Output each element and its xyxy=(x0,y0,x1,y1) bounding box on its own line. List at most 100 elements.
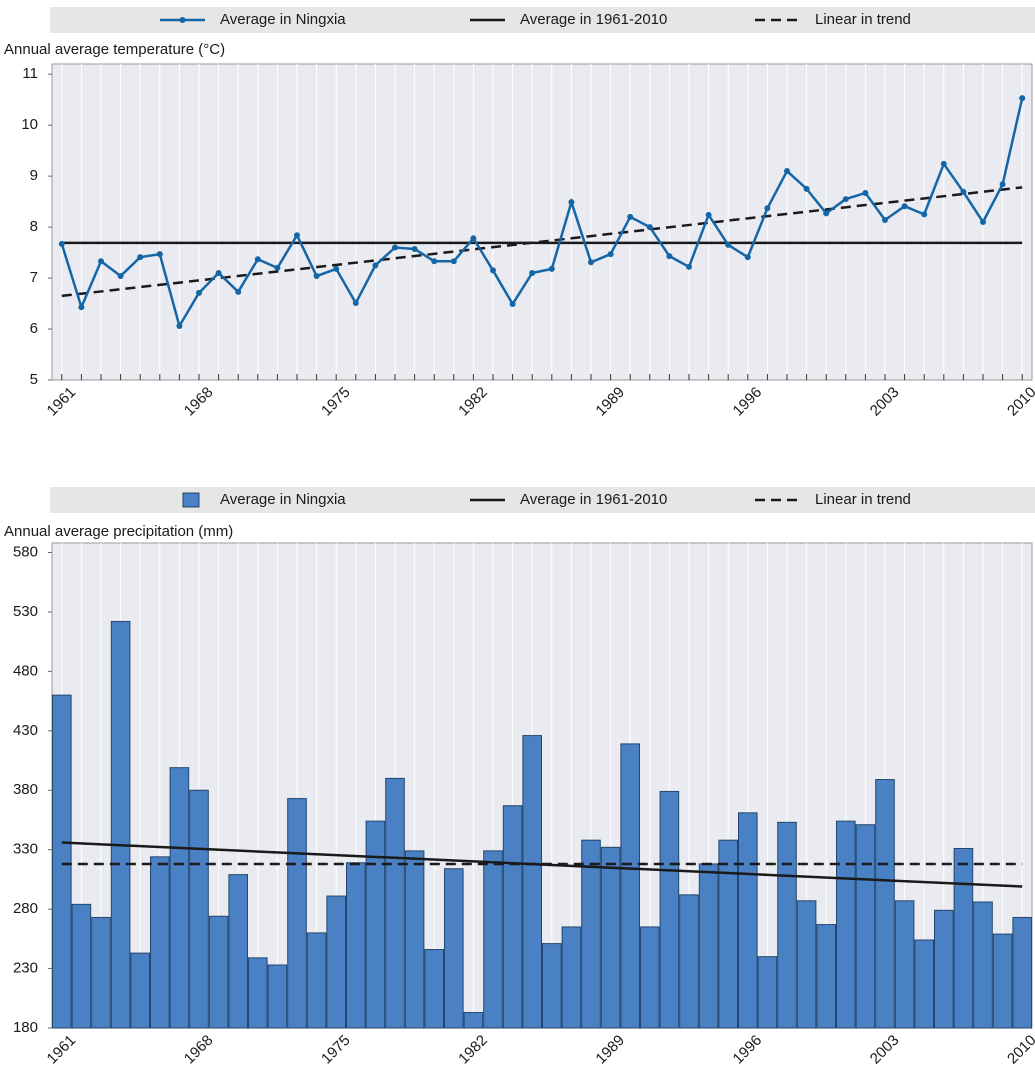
legend-label: Average in Ningxia xyxy=(220,11,346,28)
bar xyxy=(91,916,111,1029)
bar xyxy=(169,767,190,1029)
point xyxy=(294,232,300,239)
legend-strip xyxy=(50,487,1035,513)
y-tick-label: 6 xyxy=(30,320,38,337)
bar xyxy=(875,779,895,1029)
point xyxy=(431,258,438,265)
x-tick-label: 1975 xyxy=(318,1032,354,1068)
point xyxy=(823,210,830,217)
bar xyxy=(934,909,954,1029)
x-tick-label: 1982 xyxy=(455,384,491,420)
point xyxy=(882,216,888,223)
x-tick-label: 1961 xyxy=(44,384,80,420)
legend-strip xyxy=(50,7,1035,33)
y-axis-title: Annual average precipitation (mm) xyxy=(4,523,233,540)
x-tick-label: 1968 xyxy=(181,1032,217,1068)
point xyxy=(333,265,340,272)
bar xyxy=(463,1012,484,1029)
bar xyxy=(385,777,405,1029)
point xyxy=(529,269,536,276)
bar xyxy=(248,957,268,1029)
point xyxy=(392,244,398,251)
point xyxy=(490,267,496,274)
line xyxy=(60,97,1024,330)
point xyxy=(862,189,869,196)
bar xyxy=(365,820,386,1029)
y-axis-title: Annual average temperature (°C) xyxy=(4,41,225,58)
y-tick-label: 530 xyxy=(13,603,38,620)
point xyxy=(313,273,320,280)
point xyxy=(646,224,653,231)
bar xyxy=(757,956,778,1029)
point xyxy=(588,259,594,266)
point xyxy=(411,246,418,253)
bar xyxy=(71,903,92,1029)
bar xyxy=(561,926,582,1029)
bar xyxy=(267,964,288,1029)
y-tick-label: 280 xyxy=(13,900,38,917)
legend-label: Linear in trend xyxy=(815,11,911,28)
bar xyxy=(130,952,150,1029)
point xyxy=(137,254,144,261)
y-tick-label: 7 xyxy=(30,269,38,286)
point xyxy=(764,205,771,212)
point xyxy=(117,273,124,280)
point xyxy=(627,213,634,220)
y-tick-label: 380 xyxy=(13,781,38,798)
legend-label: Average in 1961-2010 xyxy=(520,11,667,28)
point xyxy=(901,203,908,210)
legend-swatch xyxy=(182,492,200,508)
point xyxy=(921,211,928,218)
bar xyxy=(287,798,307,1029)
bar xyxy=(502,805,523,1029)
point xyxy=(980,219,986,225)
point xyxy=(176,322,183,329)
legend-label: Linear in trend xyxy=(815,491,911,508)
point xyxy=(450,258,457,265)
bar xyxy=(150,856,170,1029)
bar xyxy=(600,846,621,1029)
point xyxy=(352,300,359,307)
y-tick-label: 580 xyxy=(13,543,38,560)
x-tick-label: 1982 xyxy=(455,1032,491,1068)
x-tick-label: 1996 xyxy=(730,1032,766,1068)
bar xyxy=(953,848,974,1029)
y-tick-label: 330 xyxy=(13,841,38,858)
point xyxy=(744,254,751,261)
y-tick-label: 430 xyxy=(13,722,38,739)
y-tick-label: 230 xyxy=(13,960,38,977)
point xyxy=(784,168,790,175)
point xyxy=(509,301,516,308)
bar xyxy=(1012,916,1033,1029)
point xyxy=(803,185,810,192)
point xyxy=(235,288,242,295)
point xyxy=(156,251,163,258)
bar xyxy=(581,839,601,1029)
bar xyxy=(914,939,935,1029)
bar xyxy=(816,924,837,1029)
legend-label: Average in 1961-2010 xyxy=(520,491,667,508)
bar xyxy=(326,895,346,1029)
bar xyxy=(346,862,366,1029)
y-tick-label: 5 xyxy=(30,371,38,388)
bar xyxy=(444,868,464,1029)
point xyxy=(999,181,1006,188)
point xyxy=(1019,95,1026,102)
bar xyxy=(404,850,425,1029)
point xyxy=(725,241,732,248)
bar xyxy=(855,824,876,1029)
x-tick-label: 1975 xyxy=(318,384,354,420)
x-tick-label: 1989 xyxy=(592,384,628,420)
bar xyxy=(973,901,993,1029)
bar xyxy=(424,949,444,1029)
point xyxy=(58,240,65,247)
point xyxy=(666,253,673,260)
point xyxy=(196,289,202,296)
point xyxy=(686,263,692,270)
bar xyxy=(52,694,72,1029)
bar xyxy=(306,932,327,1029)
bar xyxy=(228,874,248,1029)
bar xyxy=(796,900,817,1029)
bar xyxy=(894,900,915,1029)
